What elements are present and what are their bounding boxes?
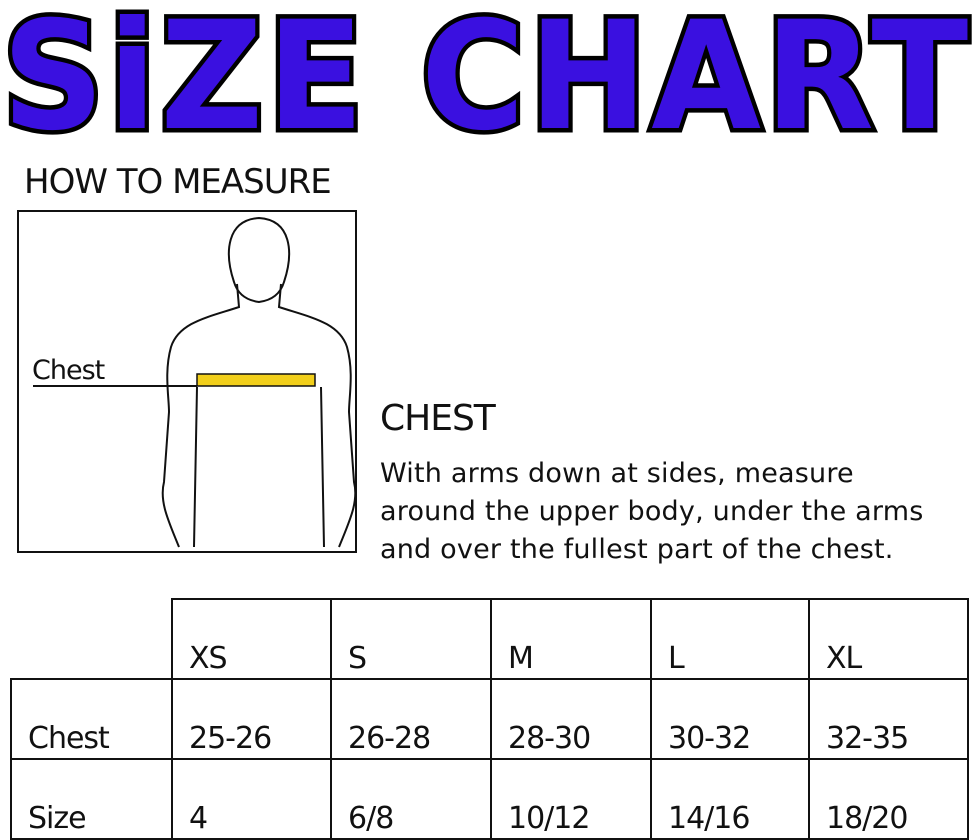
- size-header-cell: M: [490, 598, 652, 680]
- table-cell-text: 25-26: [189, 721, 272, 756]
- figure-chest-label: Chest: [32, 355, 105, 386]
- table-cell: 28-30: [490, 678, 652, 760]
- table-cell-text: 32-35: [826, 721, 909, 756]
- how-to-measure-heading: HOW TO MEASURE: [24, 162, 332, 202]
- measuring-tape: [196, 373, 316, 387]
- body-outline-illustration: [33, 216, 357, 548]
- table-cell: 10/12: [490, 758, 652, 840]
- table-cell-text: 10/12: [508, 801, 590, 836]
- table-cell: 18/20: [808, 758, 969, 840]
- table-cell: 14/16: [650, 758, 810, 840]
- measure-figure: [17, 210, 357, 553]
- table-cell-text: 30-32: [668, 721, 751, 756]
- table-cell-text: 18/20: [826, 801, 908, 836]
- description-line: With arms down at sides, measure: [380, 458, 854, 489]
- chest-description: With arms down at sides, measure around …: [380, 455, 978, 569]
- size-chart-title: SiZE CHART: [0, 0, 973, 150]
- row-label-cell: Chest: [10, 678, 173, 760]
- description-line: around the upper body, under the arms: [380, 496, 924, 527]
- row-label-cell-text: Chest: [28, 721, 110, 756]
- chest-heading: CHEST: [380, 398, 496, 439]
- table-cell: 30-32: [650, 678, 810, 760]
- table-cell: 4: [171, 758, 332, 840]
- table-cell-text: 28-30: [508, 721, 591, 756]
- size-header-cell-text: XL: [826, 641, 862, 676]
- table-cell: 25-26: [171, 678, 332, 760]
- size-header-cell-text: XS: [189, 641, 228, 676]
- table-cell: 6/8: [330, 758, 492, 840]
- size-header-cell-text: M: [508, 641, 534, 676]
- table-cell-text: 14/16: [668, 801, 750, 836]
- size-header-cell: XS: [171, 598, 332, 680]
- description-line: and over the fullest part of the chest.: [380, 534, 894, 565]
- size-header-cell: XL: [808, 598, 969, 680]
- size-header-cell: S: [330, 598, 492, 680]
- table-cell: 32-35: [808, 678, 969, 760]
- row-label-cell: Size: [10, 758, 173, 840]
- size-header-cell-text: L: [668, 641, 685, 676]
- table-cell-text: 4: [189, 801, 208, 836]
- table-cell: 26-28: [330, 678, 492, 760]
- size-header-cell-text: S: [348, 641, 367, 676]
- table-cell-text: 6/8: [348, 801, 394, 836]
- size-header-cell: L: [650, 598, 810, 680]
- table-cell-text: 26-28: [348, 721, 431, 756]
- row-label-cell-text: Size: [28, 801, 87, 836]
- title-text: SiZE CHART: [2, 0, 972, 150]
